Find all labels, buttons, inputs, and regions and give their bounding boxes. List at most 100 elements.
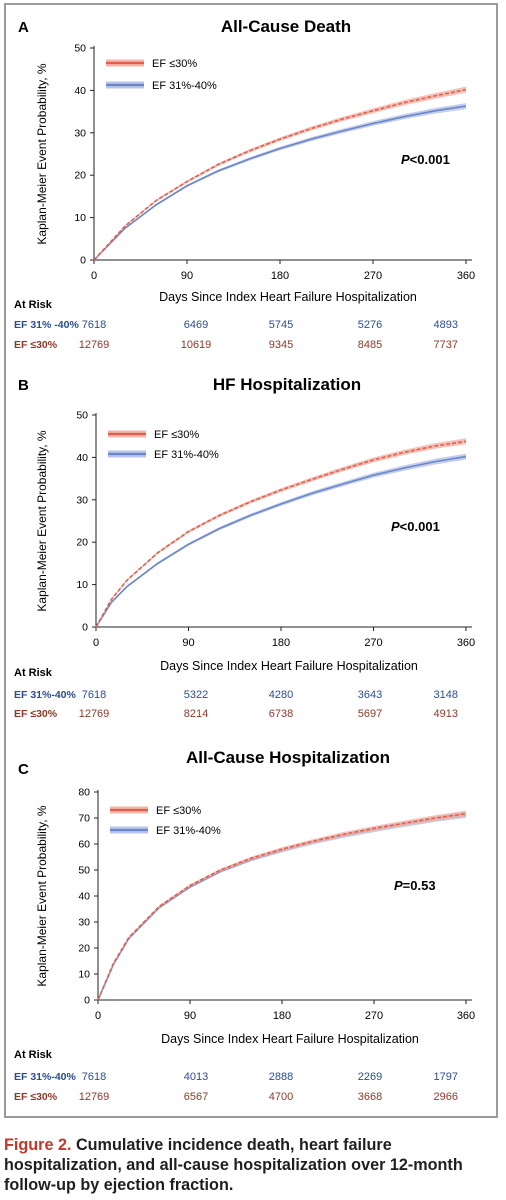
confidence-band bbox=[98, 811, 466, 1001]
y-tick-label: 10 bbox=[76, 579, 88, 591]
at-risk-value: 4913 bbox=[434, 708, 458, 720]
series-line bbox=[95, 440, 467, 628]
at-risk-value: 5276 bbox=[358, 319, 382, 331]
at-risk-value: 7618 bbox=[82, 1071, 106, 1083]
figure-caption-text: Cumulative incidence death, heart failur… bbox=[4, 1136, 463, 1194]
y-tick-label: 50 bbox=[76, 410, 88, 422]
x-tick-label: 270 bbox=[364, 637, 382, 649]
x-tick-label: 360 bbox=[457, 270, 475, 282]
p-value-text: <0.001 bbox=[400, 519, 440, 534]
y-tick-label: 10 bbox=[78, 969, 90, 981]
legend-label: EF 31%-40% bbox=[154, 449, 219, 461]
series-line bbox=[95, 455, 467, 628]
p-value-text: =0.53 bbox=[403, 878, 436, 893]
p-value: P<0.001 bbox=[391, 519, 440, 534]
at-risk-label: At Risk bbox=[14, 1049, 53, 1061]
at-risk-row-label: EF ≤30% bbox=[14, 1091, 58, 1103]
y-axis-label: Kaplan-Meier Event Probability, % bbox=[35, 63, 49, 245]
at-risk-row-label: EF 31%-40% bbox=[14, 1071, 77, 1083]
x-tick-label: 0 bbox=[91, 270, 97, 282]
y-axis-label: Kaplan-Meier Event Probability, % bbox=[35, 430, 49, 612]
figure-frame bbox=[4, 3, 498, 1118]
at-risk-value: 2269 bbox=[358, 1071, 382, 1083]
chart-title: All-Cause Hospitalization bbox=[186, 748, 390, 767]
confidence-band bbox=[94, 103, 466, 261]
x-axis-label: Days Since Index Heart Failure Hospitali… bbox=[159, 290, 417, 304]
at-risk-value: 5745 bbox=[269, 319, 293, 331]
at-risk-row-label: EF 31%-40% bbox=[14, 689, 77, 701]
x-tick-label: 360 bbox=[457, 637, 475, 649]
panel-c-chart: C All-Cause Hospitalization 0 10 20 30 40 50 60 7… bbox=[14, 748, 475, 1103]
y-tick-label: 30 bbox=[78, 917, 90, 929]
at-risk-value: 4893 bbox=[434, 319, 458, 331]
p-value-text: <0.001 bbox=[410, 152, 450, 167]
x-tick-label: 180 bbox=[271, 270, 289, 282]
at-risk-value: 6738 bbox=[269, 708, 293, 720]
x-tick-label: 270 bbox=[364, 270, 382, 282]
legend-label: EF ≤30% bbox=[154, 429, 199, 441]
legend-label: EF ≤30% bbox=[156, 805, 201, 817]
x-tick-label: 360 bbox=[457, 1010, 475, 1022]
y-tick-label: 30 bbox=[76, 494, 88, 506]
at-risk-value: 3148 bbox=[434, 689, 458, 701]
p-value-symbol: P bbox=[391, 519, 400, 534]
x-tick-label: 270 bbox=[365, 1010, 383, 1022]
x-tick-label: 90 bbox=[181, 270, 193, 282]
at-risk-value: 2888 bbox=[269, 1071, 293, 1083]
at-risk-value: 6469 bbox=[184, 319, 208, 331]
confidence-band bbox=[98, 810, 466, 1001]
legend-label: EF 31%-40% bbox=[152, 80, 217, 92]
at-risk-value: 4700 bbox=[269, 1091, 293, 1103]
x-axis-label: Days Since Index Heart Failure Hospitali… bbox=[161, 1032, 419, 1046]
series-line bbox=[97, 812, 467, 1001]
at-risk-value: 12769 bbox=[79, 708, 110, 720]
at-risk-value: 8485 bbox=[358, 339, 382, 351]
at-risk-value: 5322 bbox=[184, 689, 208, 701]
series-line bbox=[93, 88, 467, 261]
at-risk-row-label: EF ≤30% bbox=[14, 708, 58, 720]
at-risk-row-label: EF ≤30% bbox=[14, 339, 58, 351]
at-risk-value: 12769 bbox=[79, 339, 110, 351]
x-tick-label: 0 bbox=[95, 1010, 101, 1022]
y-tick-label: 20 bbox=[74, 170, 86, 182]
legend-label: EF ≤30% bbox=[152, 58, 197, 70]
y-tick-label: 40 bbox=[78, 891, 90, 903]
at-risk-value: 9345 bbox=[269, 339, 293, 351]
y-axis-label: Kaplan-Meier Event Probability, % bbox=[35, 805, 49, 987]
p-value: P=0.53 bbox=[394, 878, 436, 893]
x-tick-label: 90 bbox=[182, 637, 194, 649]
p-value-symbol: P bbox=[394, 878, 403, 893]
at-risk-value: 12769 bbox=[79, 1091, 110, 1103]
x-tick-label: 0 bbox=[93, 637, 99, 649]
x-tick-label: 180 bbox=[273, 1010, 291, 1022]
at-risk-value: 6567 bbox=[184, 1091, 208, 1103]
x-tick-label: 90 bbox=[184, 1010, 196, 1022]
at-risk-value: 8214 bbox=[184, 708, 208, 720]
figure-label: Figure 2. bbox=[4, 1136, 72, 1154]
y-tick-label: 0 bbox=[80, 255, 86, 267]
y-tick-label: 10 bbox=[74, 212, 86, 224]
at-risk-label: At Risk bbox=[14, 667, 53, 679]
at-risk-value: 10619 bbox=[181, 339, 212, 351]
at-risk-value: 4280 bbox=[269, 689, 293, 701]
x-axis-label: Days Since Index Heart Failure Hospitali… bbox=[160, 659, 418, 673]
at-risk-value: 7618 bbox=[82, 689, 106, 701]
y-tick-label: 60 bbox=[78, 839, 90, 851]
at-risk-value: 7618 bbox=[82, 319, 106, 331]
confidence-band bbox=[96, 453, 466, 628]
y-tick-label: 70 bbox=[78, 813, 90, 825]
chart-title: All-Cause Death bbox=[221, 17, 351, 36]
at-risk-value: 5697 bbox=[358, 708, 382, 720]
y-tick-label: 30 bbox=[74, 127, 86, 139]
panel-a-chart: A All-Cause Death 0 10 20 30 40 50 0 90 180 270 360 K… bbox=[14, 17, 475, 351]
y-tick-label: 40 bbox=[76, 452, 88, 464]
chart-title: HF Hospitalization bbox=[213, 375, 361, 394]
at-risk-value: 4013 bbox=[184, 1071, 208, 1083]
p-value: P<0.001 bbox=[401, 152, 450, 167]
y-tick-label: 80 bbox=[78, 787, 90, 799]
figure-caption: Figure 2. Cumulative incidence death, he… bbox=[4, 1135, 504, 1195]
x-tick-label: 180 bbox=[272, 637, 290, 649]
y-tick-label: 0 bbox=[84, 995, 90, 1007]
at-risk-value: 2966 bbox=[434, 1091, 458, 1103]
at-risk-value: 1797 bbox=[434, 1071, 458, 1083]
